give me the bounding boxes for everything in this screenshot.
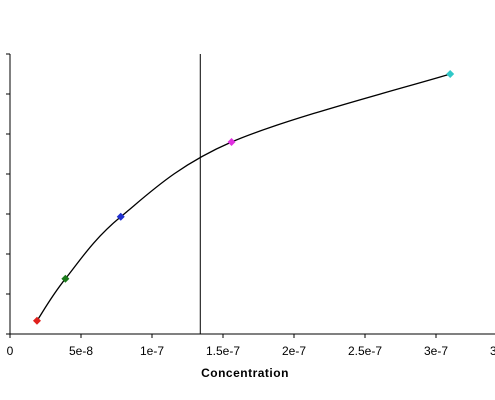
point xyxy=(32,316,41,325)
x-tick-label: 2.5e-7 xyxy=(348,344,382,358)
x-tick-label: 1.5e-7 xyxy=(206,344,240,358)
x-tick-label: 0 xyxy=(7,344,14,358)
x-tick-label: 5e-8 xyxy=(69,344,93,358)
fit-curve xyxy=(36,73,451,322)
x-tick-label: 2e-7 xyxy=(282,344,306,358)
x-axis-title: Concentration xyxy=(201,366,289,380)
x-tick-label: 3e-7 xyxy=(424,344,448,358)
x-tick-label: 3.5e-7 xyxy=(490,344,495,358)
point xyxy=(61,274,70,283)
x-tick-label: 1e-7 xyxy=(140,344,164,358)
point xyxy=(446,70,455,78)
point xyxy=(227,138,236,146)
point xyxy=(116,212,125,221)
